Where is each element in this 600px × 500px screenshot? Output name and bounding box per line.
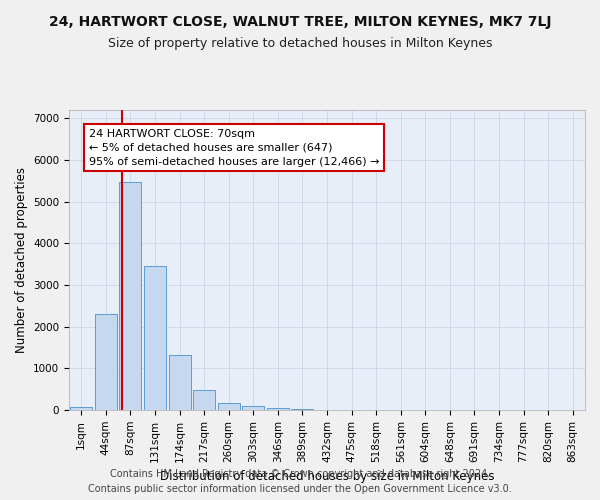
Bar (95, 314, 117, 410)
Bar (292, 409, 313, 410)
Bar (169, 355, 191, 410)
Bar (144, 266, 166, 410)
Text: Size of property relative to detached houses in Milton Keynes: Size of property relative to detached ho… (108, 38, 492, 51)
Bar (242, 406, 265, 410)
Bar (193, 390, 215, 410)
Bar (119, 182, 142, 410)
Bar (218, 403, 240, 410)
X-axis label: Distribution of detached houses by size in Milton Keynes: Distribution of detached houses by size … (160, 470, 494, 483)
Text: 24, HARTWORT CLOSE, WALNUT TREE, MILTON KEYNES, MK7 7LJ: 24, HARTWORT CLOSE, WALNUT TREE, MILTON … (49, 15, 551, 29)
Text: 24 HARTWORT CLOSE: 70sqm
← 5% of detached houses are smaller (647)
95% of semi-d: 24 HARTWORT CLOSE: 70sqm ← 5% of detache… (89, 128, 379, 167)
Bar (267, 408, 289, 410)
Text: Contains HM Land Registry data © Crown copyright and database right 2024.
Contai: Contains HM Land Registry data © Crown c… (88, 469, 512, 494)
Bar (70, 407, 92, 410)
Y-axis label: Number of detached properties: Number of detached properties (14, 167, 28, 353)
